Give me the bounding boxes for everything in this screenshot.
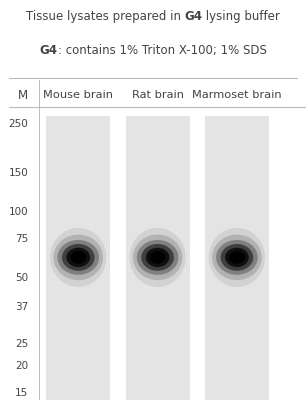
Ellipse shape [152,253,163,262]
Text: 37: 37 [15,302,28,312]
Ellipse shape [70,251,86,264]
Text: G4: G4 [39,44,58,57]
Text: 20: 20 [15,361,28,371]
Text: Rat brain: Rat brain [132,90,184,100]
Text: Marmoset brain: Marmoset brain [192,90,282,100]
Text: M: M [18,89,28,102]
Ellipse shape [133,234,182,280]
Text: Tissue lysates prepared in: Tissue lysates prepared in [26,10,185,23]
Ellipse shape [54,234,103,280]
Ellipse shape [232,253,242,262]
Ellipse shape [62,244,95,271]
Text: G4: G4 [185,10,203,23]
Text: 50: 50 [15,273,28,283]
Text: : contains 1% Triton X-100; 1% SDS: : contains 1% Triton X-100; 1% SDS [58,44,267,57]
Ellipse shape [50,228,106,287]
Ellipse shape [221,244,253,271]
Text: 25: 25 [15,340,28,350]
Ellipse shape [216,240,258,275]
Ellipse shape [58,240,99,275]
Text: Mouse brain: Mouse brain [43,90,113,100]
Bar [46,116,110,400]
Text: 150: 150 [9,168,28,178]
Bar [205,116,269,400]
Ellipse shape [141,244,174,271]
Ellipse shape [209,228,265,287]
Ellipse shape [146,248,170,267]
Text: 250: 250 [9,119,28,129]
Ellipse shape [73,253,83,262]
Ellipse shape [212,234,262,280]
Ellipse shape [137,240,178,275]
Text: 75: 75 [15,234,28,244]
Text: lysing buffer: lysing buffer [203,10,280,23]
Ellipse shape [129,228,186,287]
Text: 100: 100 [9,206,28,216]
Ellipse shape [229,251,245,264]
Bar [125,116,190,400]
Text: 15: 15 [15,388,28,398]
Ellipse shape [150,251,166,264]
Ellipse shape [66,248,90,267]
Ellipse shape [225,248,249,267]
